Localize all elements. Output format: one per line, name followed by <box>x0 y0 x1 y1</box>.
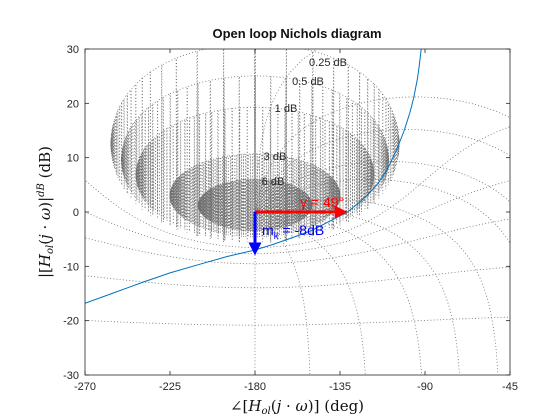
phase-margin-label: γ = 49° <box>300 194 344 210</box>
isophase-contour <box>254 96 510 212</box>
isogain-contour <box>85 218 510 265</box>
y-tick-label: -10 <box>63 261 79 273</box>
isogain-contour <box>110 49 400 245</box>
gain-margin-label: mk = -8dB <box>262 222 324 242</box>
isogain-labels: 0.25 dB 0.5 dB 1 dB 3 dB 6 dB <box>262 57 347 188</box>
isophase-contour <box>257 211 422 375</box>
phase-margin-arrow-head <box>334 205 348 219</box>
y-tick-label: -20 <box>63 316 79 328</box>
isogain-label: 3 dB <box>264 151 287 163</box>
series-line <box>85 49 422 304</box>
y-axis-label: |[Hol(j · ω)|dB (dB) <box>36 146 56 278</box>
y-tick-label: 10 <box>67 153 79 165</box>
y-tick-label: 0 <box>73 207 79 219</box>
x-axis-label: ∠[Hol(j · ω)] (deg) <box>230 397 364 417</box>
isophase-contour <box>254 49 318 212</box>
x-tick-label: -225 <box>159 381 181 393</box>
x-tick-label: -135 <box>329 381 351 393</box>
y-tick-label: -30 <box>63 370 79 382</box>
isogain-label: 0.25 dB <box>309 57 347 69</box>
isophase-contour <box>257 208 460 375</box>
isophase-contour <box>255 129 510 211</box>
isogain-label: 1 dB <box>275 103 298 115</box>
open-loop-curve <box>85 49 422 304</box>
chart-title: Open loop Nichols diagram <box>212 26 381 41</box>
nichols-grid <box>85 49 510 375</box>
isogain-contour <box>169 153 341 238</box>
isogain-contour <box>135 106 375 243</box>
y-tick-label: 20 <box>67 98 79 110</box>
margin-annotations: γ = 49° mk = -8dB <box>248 194 348 256</box>
isogain-contour <box>85 266 510 289</box>
isogain-contour <box>85 316 510 326</box>
x-tick-label: -45 <box>502 381 518 393</box>
x-tick-label: -180 <box>244 381 266 393</box>
isogain-label: 6 dB <box>262 176 285 188</box>
y-tick-label: 30 <box>67 44 79 56</box>
axis-ticks: -270 -225 -180 -135 -90 -45 -30 -20 -10 0 10 20 30 <box>63 44 518 393</box>
x-tick-label: -270 <box>74 381 96 393</box>
gain-margin-arrow-head <box>248 242 262 256</box>
x-tick-label: -90 <box>417 381 433 393</box>
isogain-label: 0.5 dB <box>292 76 324 88</box>
